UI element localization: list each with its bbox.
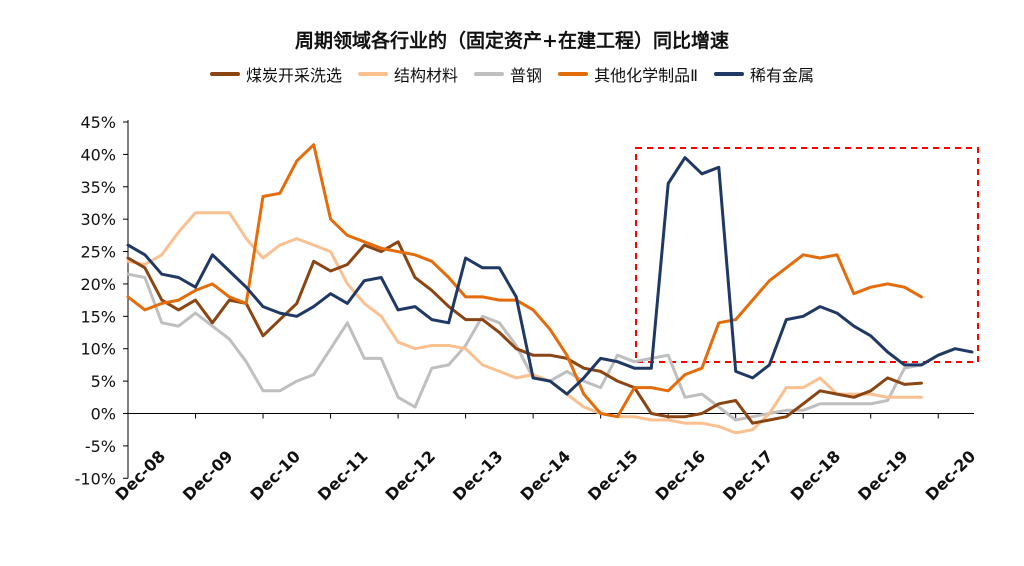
legend-label: 其他化学制品Ⅱ: [594, 66, 698, 85]
x-tick-label: Dec-13: [449, 447, 507, 505]
y-tick-label: 45%: [80, 113, 116, 132]
y-tick-label: 40%: [80, 145, 116, 164]
legend-label: 稀有金属: [749, 66, 814, 85]
x-tick-label: Dec-20: [922, 447, 980, 505]
y-tick-label: -5%: [85, 437, 116, 456]
legend-item: 普钢: [474, 62, 542, 86]
x-tick-label: Dec-19: [854, 447, 912, 505]
legend-item: 结构材料: [358, 62, 458, 86]
legend-label: 普钢: [510, 66, 543, 85]
legend-item: 稀有金属: [713, 62, 814, 86]
x-tick-label: Dec-17: [719, 447, 777, 505]
x-tick-label: Dec-11: [314, 447, 372, 505]
legend-item: 其他化学制品Ⅱ: [558, 62, 698, 86]
legend-swatch: [558, 72, 589, 76]
legend-label: 煤炭开采洗选: [246, 66, 343, 85]
y-tick-label: -10%: [75, 469, 116, 488]
legend-swatch: [713, 72, 744, 76]
y-tick-label: 15%: [80, 307, 116, 326]
x-tick-label: Dec-15: [584, 447, 642, 505]
x-tick-label: Dec-14: [517, 447, 575, 505]
y-tick-label: 20%: [80, 275, 116, 294]
x-tick-label: Dec-12: [381, 447, 439, 505]
y-tick-label: 10%: [80, 340, 116, 359]
y-tick-label: 30%: [80, 210, 116, 229]
legend-label: 结构材料: [394, 66, 459, 85]
chart-title: 周期领域各行业的（固定资产+在建工程）同比增速: [295, 30, 729, 52]
legend-swatch: [474, 72, 505, 76]
series-line-2: [126, 272, 923, 422]
legend-item: 煤炭开采洗选: [210, 62, 342, 86]
x-tick-label: Dec-09: [179, 447, 237, 505]
y-tick-label: 5%: [91, 372, 116, 391]
y-tick-label: 0%: [91, 405, 116, 424]
chart-legend: 煤炭开采洗选 结构材料 普钢 其他化学制品Ⅱ 稀有金属: [0, 62, 1024, 86]
legend-swatch: [210, 72, 241, 76]
x-tick-label: Dec-10: [246, 447, 304, 505]
y-tick-label: 35%: [80, 178, 116, 197]
y-tick-label: 25%: [80, 243, 116, 262]
series-line-0: [126, 240, 923, 425]
series-line-1: [126, 211, 923, 435]
x-tick-label: Dec-16: [652, 447, 710, 505]
x-tick-label: Dec-18: [787, 447, 845, 505]
highlight-box: [635, 147, 979, 363]
legend-swatch: [358, 72, 389, 76]
series-line-3: [126, 143, 923, 419]
x-tick-label: Dec-08: [111, 447, 169, 505]
series-line-4: [126, 156, 974, 396]
